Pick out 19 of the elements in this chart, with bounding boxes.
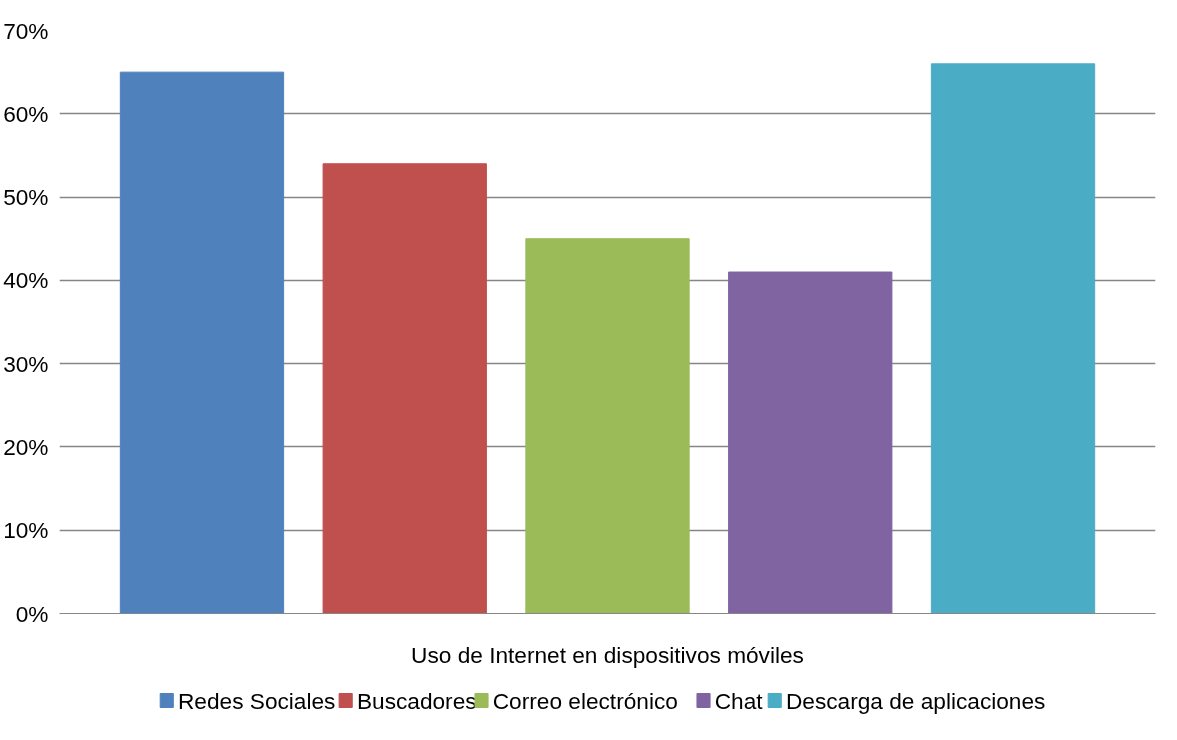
y-tick-label: 30% bbox=[3, 350, 49, 377]
y-tick-label: 0% bbox=[15, 600, 49, 627]
legend-label: Chat bbox=[714, 687, 764, 714]
legend-label: Buscadores bbox=[356, 687, 477, 714]
x-tick-label: Uso de Internet en dispositivos móviles bbox=[411, 641, 804, 668]
bar bbox=[322, 163, 487, 614]
y-tick-label: 10% bbox=[3, 517, 49, 544]
y-tick-label: 70% bbox=[3, 17, 49, 44]
legend-label: Descarga de aplicaciones bbox=[785, 687, 1046, 714]
bar bbox=[930, 63, 1096, 614]
legend-label: Redes Sociales bbox=[178, 687, 336, 714]
y-tick-label: 40% bbox=[3, 267, 49, 294]
bar bbox=[525, 238, 690, 614]
y-tick-label: 50% bbox=[3, 184, 49, 211]
bar bbox=[119, 71, 285, 614]
y-tick-label: 60% bbox=[3, 100, 49, 127]
legend-label: Correo electrónico bbox=[492, 687, 678, 714]
bar bbox=[728, 271, 893, 614]
y-tick-label: 20% bbox=[3, 433, 49, 460]
